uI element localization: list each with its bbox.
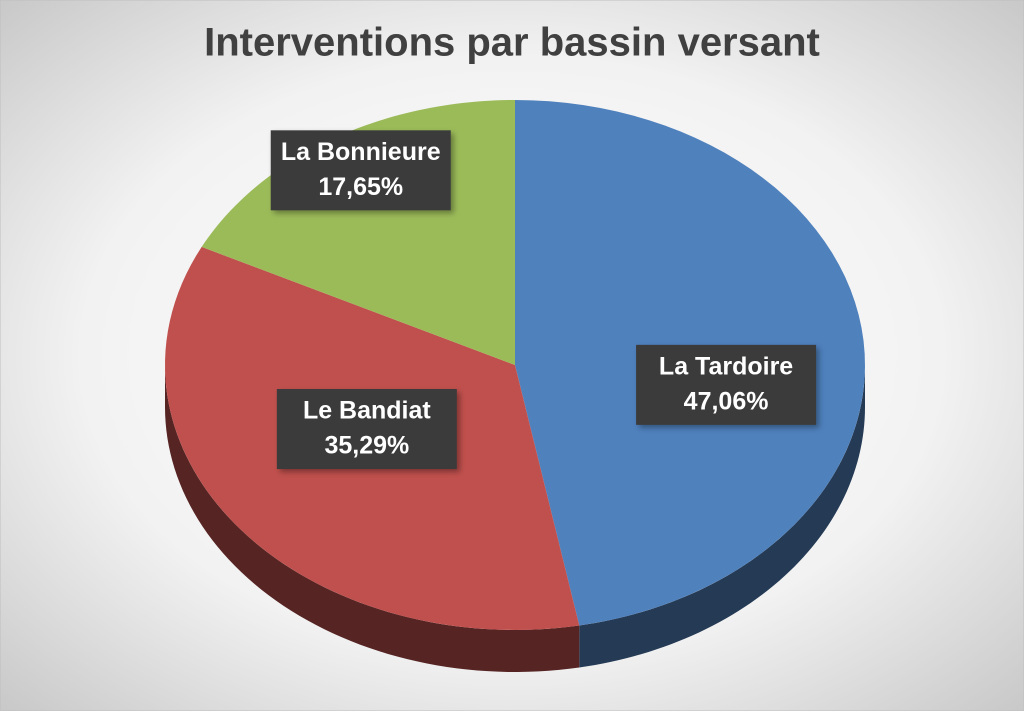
data-label: La Tardoire 47,06% bbox=[636, 344, 817, 425]
label-box bbox=[276, 389, 457, 470]
label-value: 17,65% bbox=[318, 173, 403, 201]
label-box bbox=[636, 344, 817, 425]
data-label: Le Bandiat 35,29% bbox=[276, 389, 457, 470]
data-label: La Bonnieure 17,65% bbox=[270, 130, 451, 211]
label-category: La Tardoire bbox=[659, 352, 793, 380]
slice-side bbox=[579, 365, 865, 668]
label-value: 35,29% bbox=[324, 432, 409, 460]
chart-title: Interventions par bassin versant bbox=[204, 21, 820, 65]
slice-side bbox=[165, 365, 580, 672]
label-category: Le Bandiat bbox=[303, 397, 431, 425]
label-box bbox=[270, 130, 451, 211]
label-value: 47,06% bbox=[684, 387, 769, 415]
label-category: La Bonnieure bbox=[281, 138, 441, 166]
